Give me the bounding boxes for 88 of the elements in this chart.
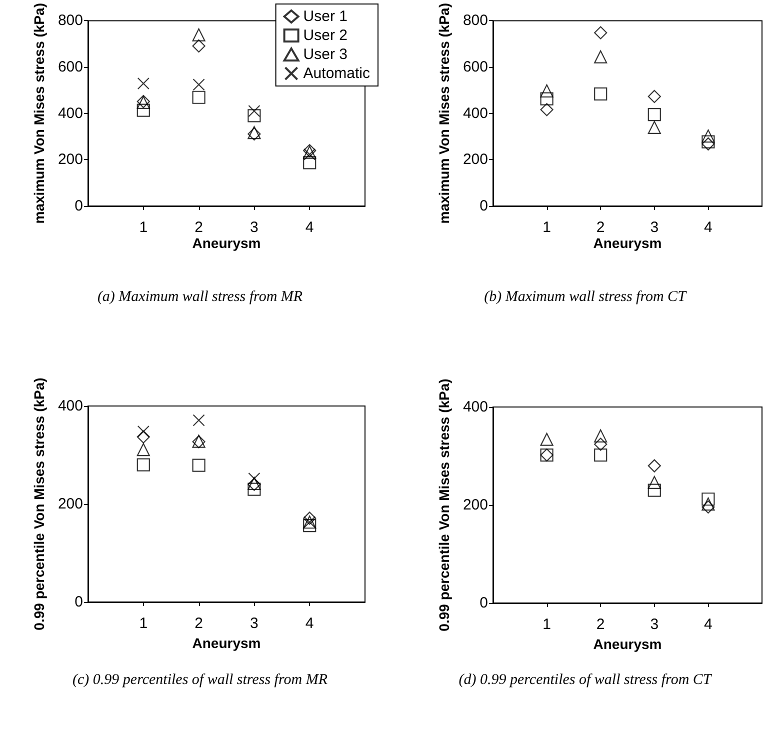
point bbox=[137, 77, 150, 90]
point bbox=[192, 414, 205, 426]
point bbox=[648, 484, 661, 497]
point bbox=[702, 492, 715, 506]
text: (c) 0.99 percentiles of wall stress from MR bbox=[72, 672, 328, 688]
y-tick-label: 800 bbox=[58, 12, 83, 30]
point bbox=[248, 104, 260, 118]
x-tick-label: 2 bbox=[194, 219, 203, 236]
x-tick-label: 3 bbox=[250, 615, 258, 632]
point bbox=[702, 500, 715, 514]
point bbox=[594, 87, 608, 100]
y-tick-label: 200 bbox=[58, 496, 83, 512]
point bbox=[136, 430, 150, 444]
point bbox=[648, 90, 661, 103]
point bbox=[303, 519, 316, 532]
y-axis-title: maximum Von Mises stress (kPa) bbox=[436, 3, 452, 224]
point bbox=[648, 108, 661, 122]
point bbox=[648, 120, 661, 134]
y-tick-label: 400 bbox=[462, 104, 488, 122]
point bbox=[304, 148, 316, 160]
point bbox=[248, 482, 261, 496]
point bbox=[136, 104, 150, 117]
x-axis-title: Aneurysm bbox=[192, 634, 261, 651]
y-axis-title: 0.99 percentile Von Mises stress (kPa) bbox=[436, 378, 452, 632]
text: (b) Maximum wall stress from CT bbox=[484, 289, 688, 305]
point bbox=[192, 39, 206, 53]
y-tick-label: 800 bbox=[462, 12, 488, 30]
x-tick-label: 2 bbox=[596, 219, 605, 236]
point bbox=[702, 497, 715, 511]
point bbox=[540, 84, 554, 98]
y-tick-label: 0 bbox=[480, 594, 488, 612]
x-tick-label: 4 bbox=[305, 219, 314, 236]
text: (a) Maximum wall stress from MR bbox=[97, 289, 303, 305]
x-tick-label: 1 bbox=[542, 219, 551, 236]
x-tick-label: 4 bbox=[305, 615, 314, 632]
point bbox=[192, 78, 205, 91]
point bbox=[540, 432, 554, 446]
point bbox=[248, 109, 261, 122]
y-axis-title: maximum Von Mises stress (kPa) bbox=[31, 3, 48, 224]
x-tick-label: 2 bbox=[596, 616, 605, 633]
point bbox=[540, 103, 554, 116]
point bbox=[192, 28, 206, 42]
point bbox=[594, 438, 608, 451]
point bbox=[594, 26, 608, 40]
point bbox=[192, 90, 206, 104]
x-tick-label: 3 bbox=[250, 219, 258, 236]
x-axis-title: Aneurysm bbox=[593, 636, 662, 652]
point bbox=[303, 156, 316, 170]
y-tick-label: 600 bbox=[462, 58, 488, 76]
x-tick-label: 4 bbox=[704, 616, 712, 633]
x-tick-label: 4 bbox=[704, 219, 712, 236]
point bbox=[594, 448, 608, 462]
point bbox=[192, 458, 206, 472]
x-tick-label: 3 bbox=[650, 616, 659, 633]
point bbox=[136, 458, 150, 472]
y-tick-label: 200 bbox=[58, 151, 83, 168]
legend-label: User 1 bbox=[303, 8, 348, 25]
legend-label: Automatic bbox=[303, 65, 370, 82]
y-tick-label: 600 bbox=[58, 58, 83, 76]
y-tick-label: 0 bbox=[480, 198, 488, 214]
point bbox=[702, 130, 715, 143]
y-tick-label: 400 bbox=[58, 104, 83, 122]
x-tick-label: 2 bbox=[194, 615, 203, 632]
point bbox=[594, 429, 608, 442]
x-tick-label: 1 bbox=[542, 616, 551, 633]
point bbox=[136, 443, 150, 456]
y-tick-label: 400 bbox=[462, 398, 488, 416]
legend-label: User 3 bbox=[303, 46, 348, 63]
y-tick-label: 0 bbox=[74, 198, 83, 214]
x-tick-label: 3 bbox=[650, 219, 659, 236]
x-tick-label: 1 bbox=[139, 219, 148, 236]
point bbox=[303, 512, 316, 525]
x-axis-title: Aneurysm bbox=[593, 234, 662, 251]
point bbox=[248, 472, 260, 485]
text: (d) 0.99 percentiles of wall stress from CT bbox=[458, 672, 713, 688]
y-tick-label: 200 bbox=[462, 151, 488, 168]
legend-label: User 2 bbox=[303, 27, 348, 44]
x-axis-title: Aneurysm bbox=[192, 234, 261, 251]
point bbox=[648, 459, 661, 472]
point bbox=[648, 476, 661, 490]
point bbox=[594, 50, 608, 64]
point bbox=[137, 425, 150, 438]
y-tick-label: 400 bbox=[58, 398, 83, 414]
x-tick-label: 1 bbox=[139, 615, 148, 632]
y-axis-title: 0.99 percentile Von Mises stress (kPa) bbox=[31, 378, 48, 630]
y-tick-label: 200 bbox=[462, 496, 488, 514]
y-tick-label: 0 bbox=[74, 594, 83, 610]
point bbox=[540, 92, 554, 106]
